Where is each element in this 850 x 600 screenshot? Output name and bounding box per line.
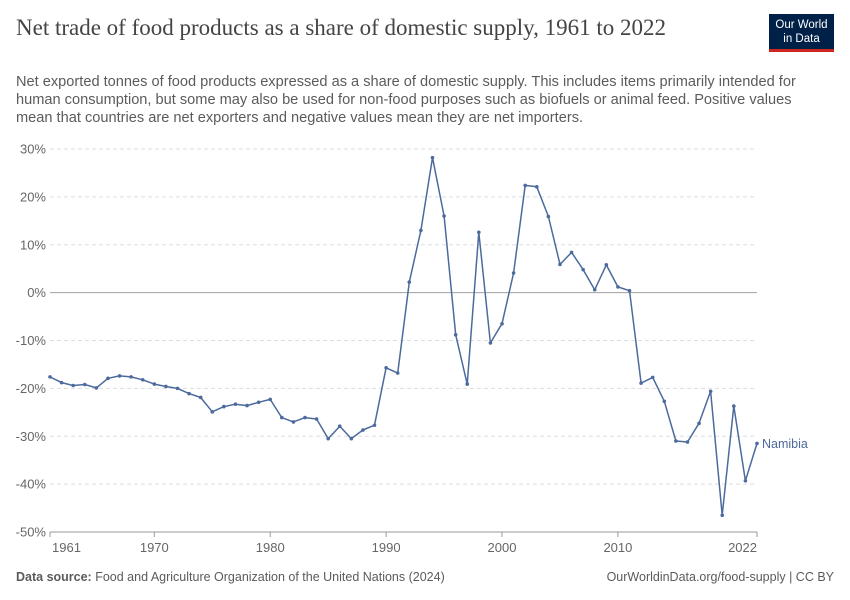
series-line — [49, 156, 758, 516]
footer-link[interactable]: OurWorldinData.org/food-supply | CC BY — [606, 570, 834, 584]
data-point — [477, 230, 481, 235]
data-point — [349, 436, 354, 441]
data-point — [523, 183, 527, 188]
data-point — [442, 214, 446, 218]
data-point — [175, 386, 180, 391]
y-tick-label: -30% — [16, 429, 47, 444]
data-point — [697, 421, 701, 426]
data-point — [129, 375, 133, 379]
data-point — [500, 321, 504, 326]
data-point — [407, 280, 412, 284]
data-point — [326, 436, 330, 441]
data-point — [152, 382, 157, 386]
data-point — [48, 375, 52, 379]
logo-line1: Our World — [775, 19, 828, 31]
data-point — [280, 415, 284, 420]
series-label-namibia: Namibia — [762, 437, 808, 451]
data-point — [419, 228, 423, 233]
data-point — [210, 410, 215, 414]
data-point — [337, 424, 342, 428]
data-point — [164, 384, 168, 389]
data-point — [732, 404, 736, 408]
data-point — [755, 441, 759, 446]
x-tick-label: 1990 — [372, 540, 401, 555]
data-point — [592, 287, 597, 292]
data-point — [361, 428, 365, 432]
x-tick-label: 1980 — [256, 540, 285, 555]
data-point — [198, 395, 203, 400]
data-point — [720, 513, 725, 518]
data-point — [708, 389, 713, 394]
data-point — [106, 376, 110, 381]
y-tick-label: -50% — [16, 525, 47, 540]
data-point — [685, 440, 690, 444]
data-point — [639, 381, 643, 385]
data-point — [581, 267, 585, 272]
data-point — [743, 478, 748, 483]
data-point — [662, 399, 667, 404]
x-tick-label: 2022 — [728, 540, 757, 555]
data-point — [291, 420, 296, 424]
data-point — [511, 271, 516, 275]
data-point — [569, 250, 574, 255]
data-point — [650, 375, 655, 380]
x-tick-label: 2000 — [488, 540, 517, 555]
y-tick-label: 20% — [20, 189, 46, 204]
data-point — [117, 374, 122, 378]
data-point — [140, 377, 145, 382]
data-point — [430, 155, 435, 160]
data-point — [534, 185, 539, 189]
y-tick-label: -40% — [16, 477, 47, 492]
data-point — [222, 404, 226, 409]
data-point — [94, 386, 99, 390]
y-tick-label: 30% — [20, 142, 46, 157]
logo-line2: in Data — [783, 33, 820, 45]
data-point — [256, 400, 261, 405]
chart-subtitle: Net exported tonnes of food products exp… — [16, 74, 796, 126]
data-point — [372, 423, 377, 428]
chart-title: Net trade of food products as a share of… — [16, 15, 667, 40]
data-point — [395, 371, 400, 375]
data-point — [465, 382, 470, 386]
owid-logo[interactable]: Our World in Data — [769, 14, 834, 52]
data-point — [303, 415, 307, 420]
data-point — [187, 391, 191, 396]
data-point — [233, 402, 238, 406]
data-point — [674, 439, 678, 443]
data-point — [627, 288, 632, 293]
data-point — [314, 417, 319, 421]
data-point — [604, 263, 609, 267]
data-point — [453, 332, 458, 337]
y-tick-label: -10% — [16, 333, 47, 348]
data-point — [82, 382, 87, 387]
x-tick-label: 1961 — [52, 540, 81, 555]
y-tick-label: -20% — [16, 381, 47, 396]
data-source-label: Data source: — [16, 570, 92, 584]
data-point — [268, 397, 273, 402]
data-source: Data source: Food and Agriculture Organi… — [16, 570, 445, 584]
data-source-text[interactable]: Food and Agriculture Organization of the… — [95, 570, 445, 584]
y-tick-label: 0% — [27, 285, 46, 300]
y-tick-label: 10% — [20, 237, 46, 252]
x-tick-label: 2010 — [603, 540, 632, 555]
data-point — [488, 341, 493, 345]
data-point — [546, 214, 551, 219]
data-point — [71, 383, 75, 388]
data-point — [616, 285, 620, 289]
data-point — [59, 380, 64, 385]
data-point — [384, 365, 388, 370]
data-point — [558, 262, 562, 267]
data-point — [245, 403, 249, 408]
x-tick-label: 1970 — [140, 540, 169, 555]
